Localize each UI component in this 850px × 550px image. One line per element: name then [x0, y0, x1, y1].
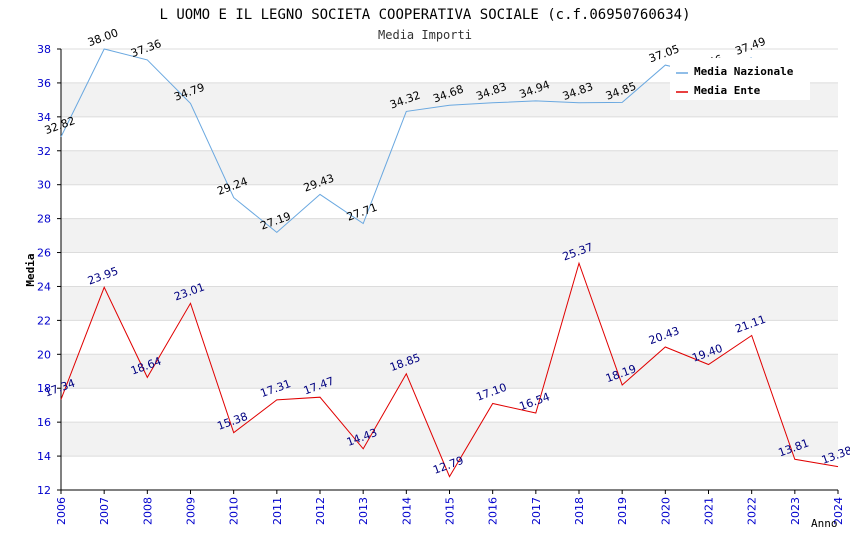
grid-band: [61, 218, 838, 253]
legend: Media Nazionale Media Ente: [670, 58, 810, 100]
grid-band: [61, 252, 838, 287]
x-tick-label: 2019: [616, 497, 629, 525]
axes: [57, 48, 839, 494]
y-tick-label: 30: [37, 179, 51, 192]
x-tick-label: 2014: [400, 497, 413, 525]
y-tick-label: 12: [37, 484, 51, 497]
y-tick-label: 24: [37, 280, 51, 293]
grid-band: [61, 422, 838, 457]
x-tick-label: 2016: [487, 497, 500, 525]
y-tick-label: 16: [37, 416, 51, 429]
grid-bands: [61, 49, 838, 490]
legend-label-media-ente: Media Ente: [694, 84, 761, 97]
series-line-media-nazionale: [60, 48, 752, 234]
x-tick-labels: 2006 2007 2008 2009 2010 2011 2012 2013 2014 2015…: [55, 497, 845, 525]
series-lines: [60, 48, 839, 478]
x-tick-label: 2008: [141, 497, 154, 525]
y-tick-label: 20: [37, 348, 51, 361]
legend-label-media-nazionale: Media Nazionale: [694, 65, 794, 78]
grid-band: [61, 388, 838, 423]
legend-box: [670, 58, 810, 100]
y-tick-label: 36: [37, 77, 51, 90]
chart-subtitle: Media Importi: [378, 28, 472, 42]
y-tick-label: 34: [37, 111, 51, 124]
x-tick-label: 2012: [314, 497, 327, 525]
x-tick-label: 2007: [98, 497, 111, 525]
x-tick-label: 2024: [832, 497, 845, 525]
x-axis-label: Anno: [811, 517, 838, 530]
x-tick-label: 2018: [573, 497, 586, 525]
x-tick-label: 2009: [185, 497, 198, 525]
grid-band: [61, 354, 838, 389]
grid-lines: [61, 48, 838, 491]
grid-band: [61, 150, 838, 185]
x-tick-label: 2022: [746, 497, 759, 525]
y-axis-label: Media: [24, 253, 37, 286]
x-tick-label: 2020: [659, 497, 672, 525]
x-tick-label: 2021: [703, 497, 716, 525]
grid-band: [61, 456, 838, 490]
y-tick-label: 14: [37, 450, 51, 463]
y-tick-label: 26: [37, 247, 51, 260]
x-tick-label: 2017: [530, 497, 543, 525]
grid-band: [61, 320, 838, 355]
x-tick-label: 2023: [789, 497, 802, 525]
x-tick-label: 2010: [228, 497, 241, 525]
x-tick-label: 2006: [55, 497, 68, 525]
x-tick-label: 2011: [271, 497, 284, 525]
grid-band: [61, 184, 838, 219]
y-tick-label: 28: [37, 213, 51, 226]
series-line-media-ente: [60, 261, 839, 478]
y-tick-labels: 12 14 16 18 20 22 24 26 28 30 32 34 36 38: [37, 43, 51, 497]
y-tick-label: 18: [37, 382, 51, 395]
data-label: 38.00: [86, 26, 120, 49]
y-tick-label: 38: [37, 43, 51, 56]
chart-title: L UOMO E IL LEGNO SOCIETA COOPERATIVA SO…: [159, 7, 690, 23]
grid-band: [61, 116, 838, 151]
x-tick-label: 2013: [357, 497, 370, 525]
x-tick-label: 2015: [444, 497, 457, 525]
y-tick-label: 22: [37, 314, 51, 327]
y-tick-label: 32: [37, 145, 51, 158]
